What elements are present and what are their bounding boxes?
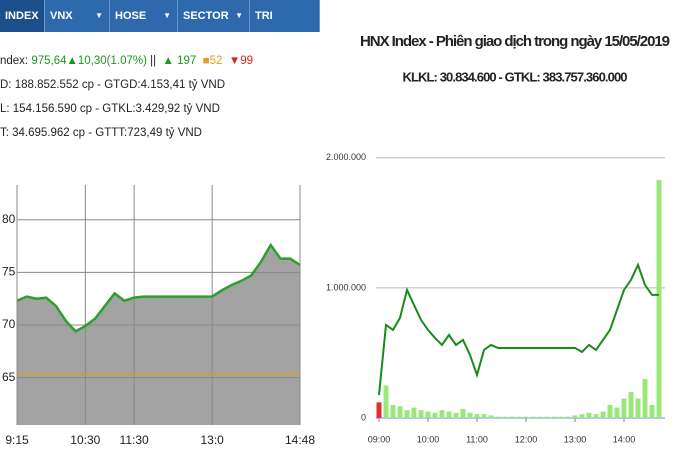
- x-tick-label: 11:30: [120, 433, 149, 447]
- y-tick-label: 2.000.000: [326, 152, 366, 162]
- info-line: D: 188.852.552 cp - GTGD:4.153,41 tỷ VND: [0, 79, 226, 91]
- tab[interactable]: INDEX: [0, 0, 45, 32]
- chart-subtitle: KLKL: 30.834.600 - GTKL: 383.757.360.000: [403, 69, 628, 84]
- info-line: L: 154.156.590 cp - GTKL:3.429,92 tỷ VND: [0, 103, 220, 115]
- volume-bar: [551, 416, 557, 418]
- y-tick-label: 75: [2, 265, 16, 279]
- volume-bar: [621, 398, 627, 418]
- volume-bar: [607, 404, 613, 418]
- volume-bar: [481, 414, 487, 418]
- x-tick-label: 12:00: [515, 434, 538, 444]
- volume-bar: [565, 416, 571, 418]
- tab-label: VNX: [50, 10, 73, 22]
- tab[interactable]: HOSE ▼: [110, 0, 178, 32]
- flat-count: ■52: [202, 55, 223, 67]
- tab-label: SECTOR: [183, 10, 229, 22]
- volume-bar: [628, 391, 634, 418]
- volume-bar: [460, 408, 466, 418]
- y-tick-label: 70: [2, 317, 16, 331]
- dropdown-icon: ▼: [95, 11, 103, 20]
- x-tick-label: 13:0: [200, 433, 224, 447]
- volume-bar: [425, 411, 431, 418]
- index-line: [378, 262, 659, 396]
- volume-bar: [418, 410, 424, 418]
- dropdown-icon: ▼: [235, 11, 243, 20]
- info-label: ndex:: [0, 55, 29, 67]
- info-line: T: 34.695.962 cp - GTTT:723,49 tỷ VND: [0, 127, 202, 139]
- volume-bar: [411, 407, 417, 418]
- volume-bar: [572, 415, 578, 418]
- volume-bar: [614, 407, 620, 418]
- volume-bar: [432, 412, 438, 418]
- volume-bar: [537, 416, 543, 418]
- volume-bar: [600, 411, 606, 418]
- volume-bar: [593, 414, 599, 418]
- volume-bar: [383, 385, 389, 418]
- volume-bar: [523, 416, 529, 418]
- volume-bar: [467, 412, 473, 418]
- tab[interactable]: TRI: [250, 0, 320, 32]
- volume-bar: [439, 410, 445, 418]
- tab[interactable]: SECTOR ▼: [178, 0, 250, 32]
- x-tick-label: 9:15: [5, 433, 29, 447]
- x-tick-label: 11:00: [466, 434, 488, 444]
- tab-label: HOSE: [115, 10, 147, 22]
- x-tick-label: 09:00: [368, 434, 391, 444]
- index-line: ndex: 975,64▲10,30(1.07%) || ▲ 197 ■52 ▼…: [0, 55, 253, 67]
- volume-bar: [495, 416, 501, 418]
- volume-bar: [446, 411, 452, 418]
- volume-bar: [642, 378, 648, 418]
- y-tick-label: 65: [2, 370, 16, 384]
- volume-bar: [390, 404, 396, 418]
- volume-bar: [397, 406, 403, 418]
- volume-bar: [530, 416, 536, 418]
- volume-bar: [544, 416, 550, 418]
- volume-bar: [474, 414, 480, 418]
- x-tick-label: 14:00: [613, 434, 636, 444]
- tab-bar: INDEX VNX ▼ HOSE ▼ SECTOR ▼ TRI: [0, 0, 320, 32]
- volume-bar: [516, 416, 522, 418]
- x-tick-label: 14:48: [285, 433, 315, 447]
- dropdown-icon: ▼: [163, 11, 171, 20]
- y-tick-label: 80: [2, 212, 16, 226]
- volume-bar: [509, 416, 515, 418]
- volume-bar: [586, 412, 592, 418]
- x-tick-label: 10:00: [417, 434, 440, 444]
- volume-bar: [635, 398, 641, 418]
- volume-bar: [404, 410, 410, 418]
- price-line: [16, 242, 301, 333]
- x-tick-label: 13:00: [564, 434, 587, 444]
- tab[interactable]: VNX ▼: [45, 0, 110, 32]
- volume-bar: [376, 402, 382, 418]
- separator: ||: [150, 55, 157, 67]
- up-count: ▲ 197: [162, 55, 197, 67]
- volume-bar: [649, 404, 655, 418]
- volume-bar: [502, 416, 508, 418]
- area-fill: [17, 245, 300, 425]
- down-count: ▼99: [228, 55, 254, 67]
- y-tick-label: 1.000.000: [326, 282, 366, 292]
- y-tick-label: 0: [361, 412, 366, 422]
- chart-title: HNX Index - Phiên giao dịch trong ngày 1…: [360, 33, 670, 50]
- x-tick-label: 10:30: [70, 433, 100, 447]
- volume-bar: [558, 416, 564, 418]
- volume-bar: [488, 415, 494, 418]
- index-change: 975,64▲10,30(1.07%): [31, 55, 147, 67]
- volume-bar: [579, 414, 585, 418]
- volume-bar: [656, 179, 662, 418]
- volume-bar: [453, 412, 459, 418]
